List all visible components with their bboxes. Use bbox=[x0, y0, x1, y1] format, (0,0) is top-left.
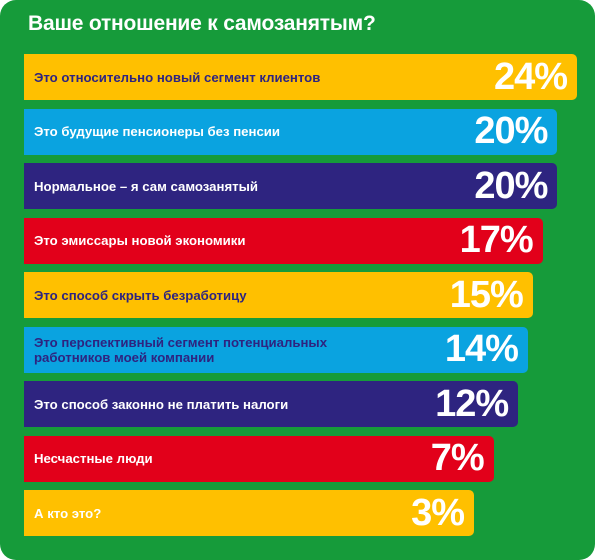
bar: Это относительно новый сегмент клиентов 2… bbox=[24, 54, 577, 100]
bar-label: А кто это? bbox=[34, 505, 102, 521]
bar-value-label: 3% bbox=[411, 491, 465, 534]
bar-label: Несчастные люди bbox=[34, 451, 153, 466]
bar: Несчастные люди 7% bbox=[24, 435, 494, 482]
bar-value-label: 7% bbox=[430, 437, 485, 479]
bar-label: Это эмиссары новой экономики bbox=[34, 233, 246, 248]
bar-label: Это способ скрыть безработицу bbox=[34, 287, 247, 303]
bar-label: Это относительно новый сегмент клиентов bbox=[34, 69, 321, 85]
bar: Это способ законно не платить налоги 12% bbox=[24, 381, 519, 427]
bar: Нормальное – я сам самозанятый 20% bbox=[24, 163, 558, 209]
bar: Это будущие пенсионеры без пенсии 20% bbox=[24, 108, 558, 155]
bar-value-label: 20% bbox=[474, 110, 548, 152]
bar-value-label: 20% bbox=[474, 164, 548, 207]
bar-label: Это будущие пенсионеры без пенсии bbox=[34, 124, 281, 139]
bar: Это эмиссары новой экономики 17% bbox=[24, 217, 543, 264]
chart-title: Ваше отношение к самозанятым? bbox=[28, 12, 376, 35]
bar-value-label: 14% bbox=[444, 328, 519, 370]
bar-value-label: 24% bbox=[493, 55, 568, 98]
bar-value-label: 17% bbox=[459, 219, 534, 261]
bar-label: Это перспективный сегмент потенциальных … bbox=[34, 334, 328, 365]
bar: Это способ скрыть безработицу 15% bbox=[24, 272, 533, 318]
bar-value-label: 12% bbox=[435, 382, 509, 425]
bar: Это перспективный сегмент потенциальных … bbox=[24, 326, 528, 373]
bar-label: Нормальное – я сам самозанятый bbox=[34, 178, 258, 194]
bar-value-label: 15% bbox=[449, 273, 524, 316]
bar-label: Это способ законно не платить налоги bbox=[34, 396, 289, 412]
bar: А кто это? 3% bbox=[24, 490, 474, 536]
